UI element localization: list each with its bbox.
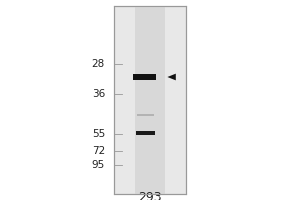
Bar [133, 74, 156, 80]
Text: 95: 95 [92, 160, 105, 170]
Bar [137, 114, 154, 116]
Text: 28: 28 [92, 59, 105, 69]
Bar [135, 6, 165, 194]
Text: 72: 72 [92, 146, 105, 156]
Bar [136, 131, 155, 135]
Polygon shape [167, 74, 176, 80]
Text: 36: 36 [92, 89, 105, 99]
Bar [114, 6, 186, 194]
Text: 293: 293 [138, 191, 162, 200]
Text: 55: 55 [92, 129, 105, 139]
